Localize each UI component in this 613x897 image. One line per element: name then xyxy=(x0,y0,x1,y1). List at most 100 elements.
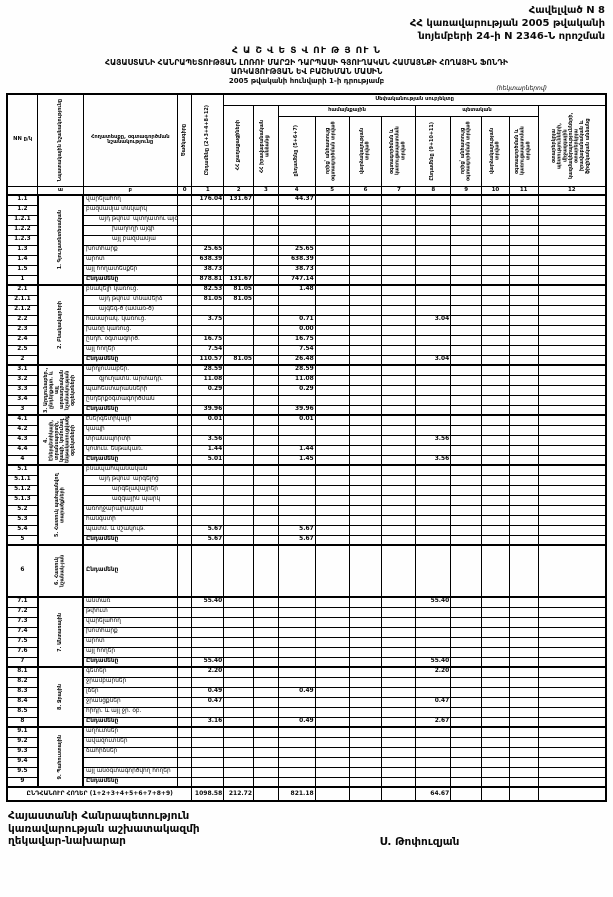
table-row: 9.3 ճահիճներ xyxy=(6,746,607,758)
table-row: 9.4 xyxy=(6,756,607,768)
group-label-text: 5. Հատուկ պահպանվող տարածքների xyxy=(54,473,66,537)
cell-code xyxy=(177,324,193,336)
col-number-3: 0 xyxy=(177,185,193,196)
col-header-community-gratis-text: որից՝ անհատույց օգտագործման տրված xyxy=(325,121,338,181)
cell-col-6 xyxy=(348,524,383,536)
cell-col-8 xyxy=(415,404,452,416)
cell-col-11 xyxy=(508,636,539,648)
cell-col-6 xyxy=(348,424,383,436)
cell-col-3 xyxy=(253,204,279,216)
cell-code xyxy=(177,706,193,718)
cell-col-8 xyxy=(415,626,452,638)
cell-col-6 xyxy=(348,756,383,768)
cell-col-9 xyxy=(450,234,483,246)
cell-col-10 xyxy=(481,484,510,496)
cell-col-11 xyxy=(508,606,539,618)
cell-col-4: 0.49 xyxy=(277,716,316,728)
cell-col-11 xyxy=(508,666,539,678)
cell-col-6 xyxy=(348,666,383,678)
cell-col-8 xyxy=(415,504,452,516)
grand-total-col-8: 64.67 xyxy=(415,786,452,802)
cell-code xyxy=(177,284,193,296)
table-row: 5.1.3 ազգային պարկ xyxy=(6,494,607,506)
cell-col-6 xyxy=(348,676,383,688)
cell-row-number: 7.4 xyxy=(6,626,39,638)
cell-col-10 xyxy=(481,504,510,516)
col-number-0 xyxy=(6,185,39,196)
cell-col-8 xyxy=(415,514,452,526)
cell-col-10 xyxy=(481,194,510,206)
cell-col-11 xyxy=(508,686,539,698)
cell-col-9 xyxy=(450,294,483,306)
cell-col-10 xyxy=(481,374,510,386)
cell-col-4 xyxy=(277,504,316,516)
group-label-text: 8. Ջրային xyxy=(56,684,63,710)
cell-col-6 xyxy=(348,464,383,476)
cell-col-7 xyxy=(381,214,417,226)
cell-col-5 xyxy=(314,264,350,276)
cell-col-4: 11.08 xyxy=(277,374,316,386)
cell-col-6 xyxy=(348,746,383,758)
cell-col-3 xyxy=(253,424,279,436)
cell-land-type: այլ հողատեսքեր xyxy=(82,264,179,276)
cell-col-9 xyxy=(450,766,483,778)
cell-col-8 xyxy=(415,364,452,376)
cell-code xyxy=(177,364,193,376)
cell-col-1 xyxy=(191,484,225,496)
cell-row-number: 4.2 xyxy=(6,424,39,436)
cell-row-number: 9.4 xyxy=(6,756,39,768)
cell-col-3 xyxy=(253,444,279,456)
cell-col-9 xyxy=(450,444,483,456)
cell-col-2 xyxy=(223,234,255,246)
cell-col-4: 0.71 xyxy=(277,314,316,326)
grand-total-col-1: 1098.58 xyxy=(191,786,225,802)
cell-col-4 xyxy=(277,224,316,236)
col-number-6: 3 xyxy=(253,185,279,196)
cell-col-4: 5.67 xyxy=(277,524,316,536)
cell-col-1 xyxy=(191,766,225,778)
cell-land-type: գյուղատն. արտադր. xyxy=(82,374,179,386)
cell-col-4: 0.49 xyxy=(277,686,316,698)
cell-col-5 xyxy=(314,596,350,608)
cell-col-3 xyxy=(253,194,279,206)
cell-col-10 xyxy=(481,234,510,246)
cell-col-7 xyxy=(381,424,417,436)
cell-col-11 xyxy=(508,736,539,748)
cell-row-number: 8.5 xyxy=(6,706,39,718)
cell-col-1 xyxy=(191,606,225,618)
cell-col-3 xyxy=(253,294,279,306)
cell-col-6 xyxy=(348,686,383,698)
cell-col-1 xyxy=(191,626,225,638)
cell-col-11 xyxy=(508,454,539,466)
cell-row-number: 9 xyxy=(6,776,39,788)
cell-col-4 xyxy=(277,544,316,598)
cell-col-10 xyxy=(481,394,510,406)
cell-row-number: 2.5 xyxy=(6,344,39,356)
table-row: 8.1 8. Ջրային գետեր 2.20 2.20 xyxy=(6,666,607,728)
cell-col-12 xyxy=(537,474,607,486)
cell-col-4 xyxy=(277,214,316,226)
cell-col-1 xyxy=(191,464,225,476)
cell-col-2 xyxy=(223,616,255,628)
cell-code xyxy=(177,384,193,396)
cell-col-5 xyxy=(314,424,350,436)
cell-col-12 xyxy=(537,686,607,698)
cell-col-5 xyxy=(314,414,350,426)
cell-col-3 xyxy=(253,214,279,226)
table-row: 4 Ընդամենը 5.01 1.45 3.56 xyxy=(6,454,607,466)
land-table-body: 1.1 1. Գյուղատնտեսական վարելահող 176.04 131.… xyxy=(6,194,607,802)
cell-col-7 xyxy=(381,264,417,276)
cell-col-4: 28.59 xyxy=(277,364,316,376)
cell-land-type: առողջարարական xyxy=(82,504,179,516)
group-label-cell: 8. Ջրային xyxy=(37,666,85,728)
cell-col-12 xyxy=(537,284,607,296)
cell-col-3 xyxy=(253,766,279,778)
cell-col-6 xyxy=(348,454,383,466)
cell-col-1 xyxy=(191,474,225,486)
cell-col-10 xyxy=(481,384,510,396)
cell-col-8 xyxy=(415,606,452,618)
cell-col-10 xyxy=(481,606,510,618)
cell-col-3 xyxy=(253,646,279,658)
cell-col-1 xyxy=(191,616,225,628)
table-row: 7.1 7. Անտառային անտառ 55.40 55.40 xyxy=(6,596,607,668)
